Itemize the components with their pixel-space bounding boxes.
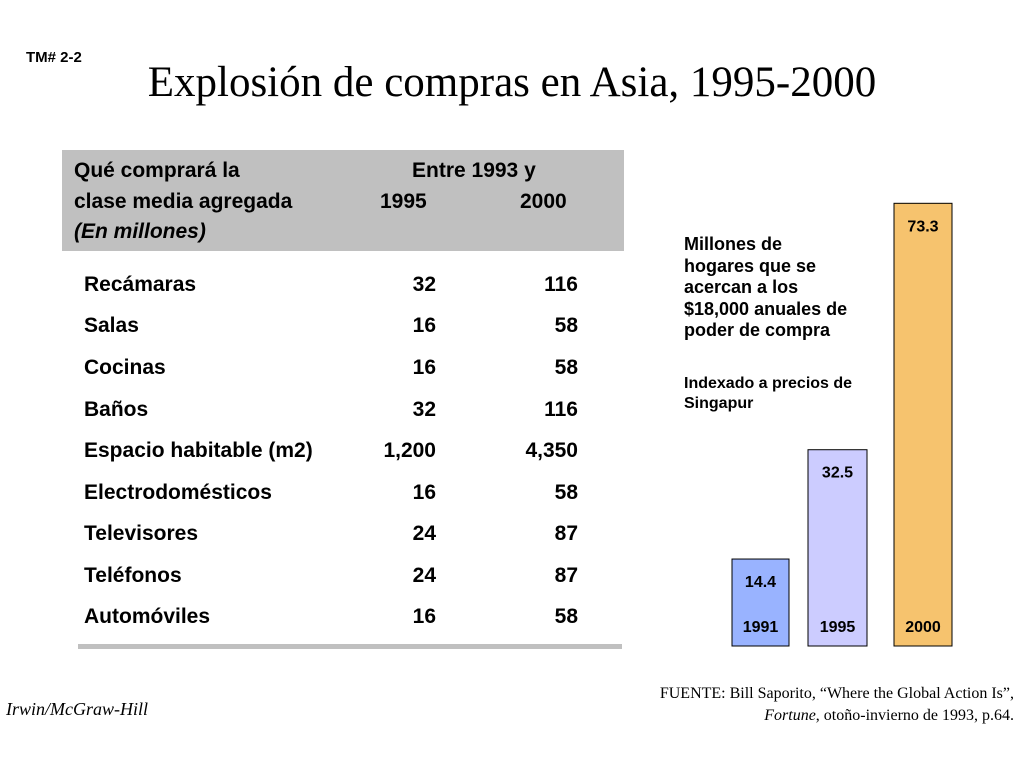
row-value-1995: 16 (412, 356, 436, 379)
table-row: Televisores 24 87 (84, 522, 578, 550)
bar-1995 (807, 449, 868, 647)
header-col1-line1: Qué comprará la (74, 159, 240, 182)
table-bottom-rule (78, 644, 622, 649)
row-value-1995: 32 (412, 273, 436, 296)
bar-category-label: 2000 (905, 619, 941, 636)
row-value-1995: 16 (412, 314, 436, 337)
source-citation: FUENTE: Bill Saporito, “Where the Global… (660, 683, 1014, 726)
row-value-2000: 58 (554, 605, 578, 628)
row-value-2000: 58 (554, 356, 578, 379)
row-label: Automóviles (84, 605, 211, 628)
table-row: Recámaras 32 116 (84, 273, 578, 301)
row-value-2000: 116 (544, 273, 578, 296)
row-label: Baños (84, 398, 149, 421)
annotation-note-line: Indexado a precios de (684, 375, 853, 392)
row-value-1995: 24 (412, 522, 436, 545)
row-value-1995: 24 (412, 564, 436, 587)
source-line-2: Fortune, otoño-invierno de 1993, p.64. (660, 705, 1014, 727)
row-value-2000: 58 (554, 314, 578, 337)
row-label: Teléfonos (84, 564, 182, 587)
source-publication: Fortune (764, 706, 816, 724)
row-value-1995: 32 (412, 398, 436, 421)
bar-value-label: 73.3 (907, 218, 938, 235)
row-label: Salas (84, 314, 139, 337)
source-details: , otoño-invierno de 1993, p.64. (815, 706, 1014, 724)
annotation-note-line: Singapur (684, 395, 754, 412)
annotation-line: hogares que se (684, 255, 817, 276)
row-value-1995: 16 (412, 481, 436, 504)
page-title: Explosión de compras en Asia, 1995-2000 (147, 59, 877, 106)
table-row: Espacio habitable (m2) 1,200 4,350 (84, 439, 578, 467)
chart-annotation-note: Indexado a precios de Singapur (684, 374, 852, 414)
table-row: Baños 32 116 (84, 398, 578, 426)
slide-code: TM# 2-2 (26, 49, 82, 66)
bar-value-label: 32.5 (822, 465, 853, 482)
row-value-2000: 87 (554, 564, 578, 587)
row-value-1995: 1,200 (383, 439, 436, 462)
bar-category-label: 1991 (743, 619, 779, 636)
row-label: Cocinas (84, 356, 166, 379)
source-line-1: FUENTE: Bill Saporito, “Where the Global… (659, 685, 1014, 702)
row-label: Electrodomésticos (84, 481, 272, 504)
table-row: Electrodomésticos 16 58 (84, 481, 578, 509)
table-row: Automóviles 16 58 (84, 605, 578, 633)
header-col1-line3: (En millones) (74, 220, 206, 243)
header-period-label: Entre 1993 y (412, 159, 536, 182)
bar-category-label: 1995 (820, 619, 856, 636)
annotation-line: poder de compra (684, 320, 831, 341)
bar-2000 (893, 202, 953, 647)
table-row: Salas 16 58 (84, 314, 578, 342)
annotation-line: acercan a los (684, 277, 799, 298)
header-col-1995: 1995 (380, 190, 427, 213)
table-row: Cocinas 16 58 (84, 356, 578, 384)
row-value-1995: 16 (412, 605, 436, 628)
chart-annotation: Millones de hogares que se acercan a los… (684, 234, 847, 342)
row-label: Televisores (84, 522, 199, 545)
row-value-2000: 58 (554, 481, 578, 504)
table-header: Qué comprará la clase media agregada (En… (62, 150, 624, 251)
row-value-2000: 4,350 (525, 439, 578, 462)
row-label: Recámaras (84, 273, 197, 296)
annotation-line: Millones de (684, 234, 783, 254)
publisher-credit: Irwin/McGraw-Hill (6, 699, 148, 719)
table-row: Teléfonos 24 87 (84, 564, 578, 592)
header-col-2000: 2000 (520, 190, 567, 213)
bar-value-label: 14.4 (745, 574, 776, 591)
header-col1-line2: clase media agregada (74, 190, 293, 213)
row-label: Espacio habitable (m2) (84, 439, 313, 462)
row-value-2000: 116 (544, 398, 578, 421)
row-value-2000: 87 (554, 522, 578, 545)
annotation-line: $18,000 anuales de (684, 298, 848, 319)
bar-1991 (731, 558, 790, 647)
